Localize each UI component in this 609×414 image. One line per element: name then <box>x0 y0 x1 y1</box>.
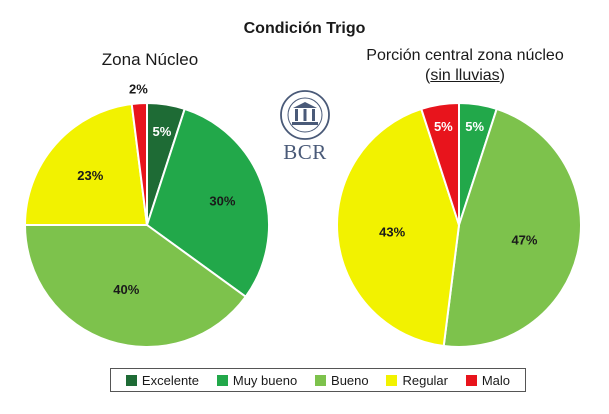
legend-item: Bueno <box>315 373 369 388</box>
legend-swatch <box>386 374 398 386</box>
pie-slice-malo <box>420 101 460 226</box>
legend-swatch <box>125 374 137 386</box>
legend-label: Bueno <box>331 372 369 388</box>
logo-text: BCR <box>283 140 327 164</box>
pie-slice-regular <box>23 102 149 226</box>
legend-label: Malo <box>481 372 511 388</box>
pie-slice-regular <box>336 107 461 348</box>
data-label: 5% <box>434 119 453 134</box>
legend-label: Muy bueno <box>232 372 298 388</box>
pie-slice-malo <box>130 101 148 226</box>
legend-swatch <box>216 374 228 386</box>
legend-item: Excelente <box>125 372 200 388</box>
data-label: 2% <box>129 82 148 97</box>
right-chart-subtitle: (sin lluvias) <box>424 67 505 84</box>
legend-label: Regular <box>402 372 448 388</box>
left-chart-title: Zona Núcleo <box>101 50 199 69</box>
legend-swatch <box>465 374 477 386</box>
right-chart-title: Porción central zona núcleo <box>366 47 564 64</box>
legend-item: Regular <box>386 373 448 388</box>
data-label: 47% <box>511 233 537 248</box>
legend-item: Malo <box>465 372 511 388</box>
data-label: 40% <box>113 282 139 297</box>
legend-label: Excelente <box>141 372 200 388</box>
data-label: 23% <box>77 168 103 183</box>
chart-title: Condición Trigo <box>243 20 366 37</box>
pie-slice-bueno <box>442 107 582 348</box>
legend-swatch <box>315 374 327 386</box>
legend-item: Muy bueno <box>216 372 298 388</box>
legend: Excelente Muy bueno Bueno Regular Malo <box>110 368 526 392</box>
bcr-seal-icon <box>280 90 330 140</box>
data-label: 5% <box>465 119 484 134</box>
bcr-logo: BCR <box>265 88 345 178</box>
data-label: 43% <box>379 224 405 239</box>
data-label: 30% <box>209 193 235 208</box>
data-label: 5% <box>152 124 171 139</box>
pie-slice-muy-bueno <box>145 107 270 299</box>
right-chart-subtitle-text: sin lluvias <box>430 67 500 84</box>
pie-slice-bueno <box>23 224 248 348</box>
